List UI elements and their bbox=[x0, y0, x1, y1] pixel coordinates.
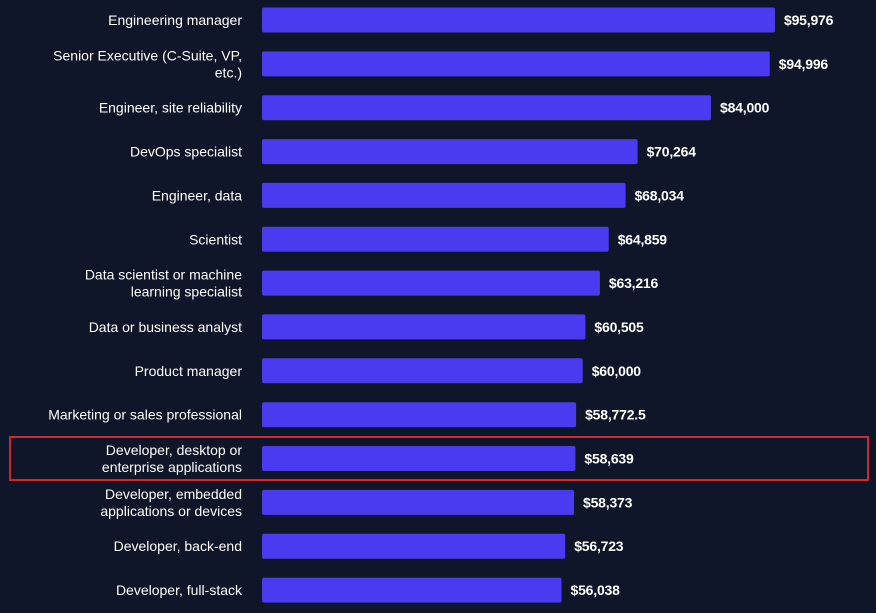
bar bbox=[262, 446, 576, 471]
category-label: Developer, embedded applications or devic… bbox=[100, 486, 242, 519]
category-label: Data or business analyst bbox=[89, 319, 242, 335]
bar bbox=[262, 95, 711, 121]
category-label: Developer, back-end bbox=[114, 538, 242, 554]
category-label-line: Engineer, site reliability bbox=[99, 100, 242, 116]
bar bbox=[262, 314, 586, 340]
category-label-line: Data scientist or machine bbox=[85, 267, 242, 283]
bar-rows: Engineering manager $95,976 Senior Executi… bbox=[9, 7, 869, 603]
value-label: $70,264 bbox=[647, 144, 697, 160]
category-label: Developer, desktop or enterprise applicat… bbox=[102, 442, 242, 475]
value-label: $64,859 bbox=[618, 231, 668, 247]
category-label-line: Developer, back-end bbox=[114, 538, 242, 554]
category-label-line: Developer, full-stack bbox=[116, 582, 243, 598]
value-label: $63,216 bbox=[609, 275, 659, 291]
bar bbox=[262, 139, 638, 165]
category-label: Engineering manager bbox=[108, 12, 242, 28]
value-label: $58,373 bbox=[583, 494, 633, 510]
category-label: Senior Executive (C-Suite, VP, etc.) bbox=[53, 47, 242, 80]
bar bbox=[262, 226, 609, 252]
category-label-line: Senior Executive (C-Suite, VP, bbox=[53, 47, 242, 63]
category-label-line: Data or business analyst bbox=[89, 319, 242, 335]
category-label-line: learning specialist bbox=[131, 284, 242, 300]
category-label-line: Engineer, data bbox=[152, 187, 243, 203]
category-label-line: Marketing or sales professional bbox=[48, 407, 242, 423]
value-label: $60,000 bbox=[592, 363, 642, 379]
category-label: Product manager bbox=[135, 363, 243, 379]
category-label: Marketing or sales professional bbox=[48, 407, 242, 423]
bar bbox=[262, 182, 626, 208]
bar bbox=[262, 7, 775, 33]
value-label: $56,723 bbox=[574, 538, 624, 554]
category-label-line: etc.) bbox=[215, 64, 242, 80]
category-label-line: Engineering manager bbox=[108, 12, 242, 28]
category-label: Developer, full-stack bbox=[116, 582, 243, 598]
category-label-line: Scientist bbox=[189, 231, 242, 247]
category-label: Engineer, site reliability bbox=[99, 100, 242, 116]
category-label: Engineer, data bbox=[152, 187, 243, 203]
bar bbox=[262, 358, 583, 384]
category-label: Data scientist or machine learning specia… bbox=[85, 267, 242, 300]
value-label: $58,639 bbox=[584, 451, 634, 467]
value-label: $68,034 bbox=[635, 187, 685, 203]
value-label: $56,038 bbox=[571, 582, 621, 598]
value-label: $94,996 bbox=[779, 56, 829, 72]
category-label-line: DevOps specialist bbox=[130, 144, 242, 160]
category-label: Scientist bbox=[189, 231, 242, 247]
category-label-line: Developer, desktop or bbox=[106, 442, 243, 458]
category-label-line: Developer, embedded bbox=[105, 486, 242, 502]
value-label: $60,505 bbox=[594, 319, 644, 335]
value-label: $58,772.5 bbox=[585, 407, 646, 423]
bar bbox=[262, 51, 770, 77]
value-label: $95,976 bbox=[784, 12, 834, 28]
bar bbox=[262, 577, 562, 603]
category-label-line: enterprise applications bbox=[102, 459, 242, 475]
category-label: DevOps specialist bbox=[130, 144, 242, 160]
category-label-line: Product manager bbox=[135, 363, 243, 379]
bar bbox=[262, 402, 577, 428]
bar bbox=[262, 489, 574, 515]
value-label: $84,000 bbox=[720, 100, 770, 116]
bar bbox=[262, 533, 566, 559]
bar bbox=[262, 270, 600, 296]
highlight-box bbox=[9, 436, 869, 481]
category-label-line: applications or devices bbox=[100, 503, 242, 519]
